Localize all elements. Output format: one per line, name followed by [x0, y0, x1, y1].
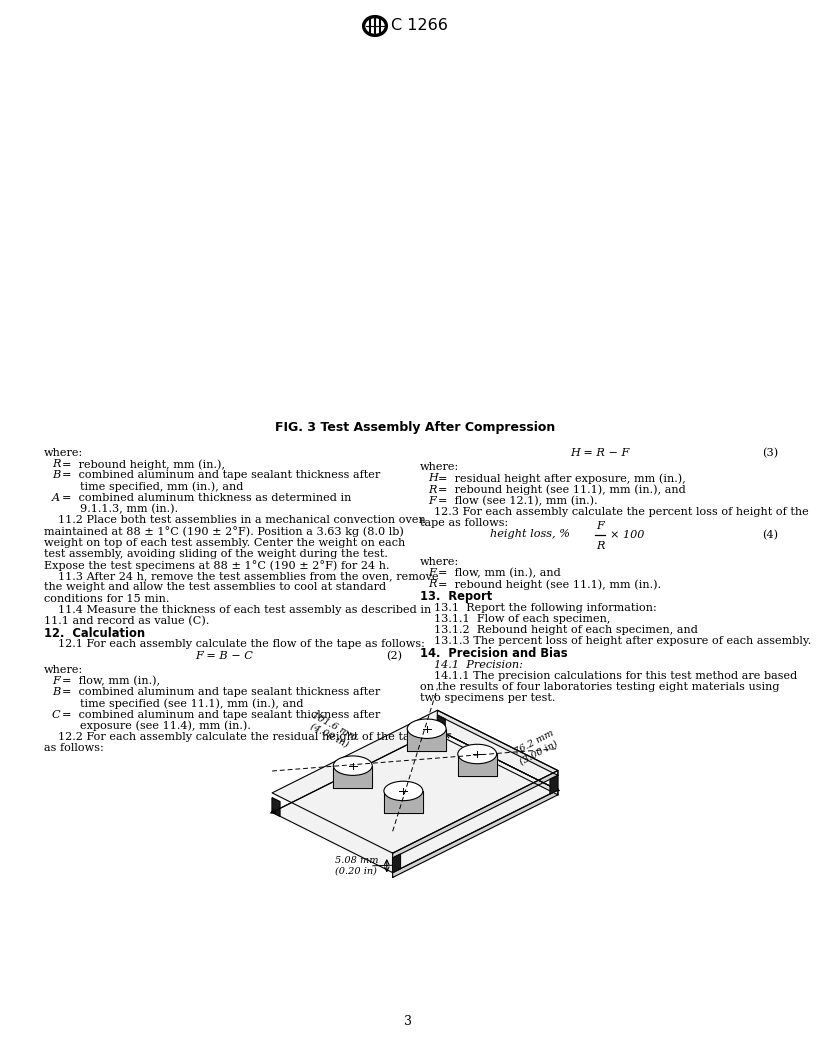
- Text: B: B: [52, 687, 60, 697]
- Text: time specified (see 11.1), mm (in.), and: time specified (see 11.1), mm (in.), and: [80, 698, 304, 709]
- Polygon shape: [384, 791, 423, 813]
- Text: =  residual height after exposure, mm (in.),: = residual height after exposure, mm (in…: [438, 473, 685, 484]
- Text: =  rebound height (see 11.1), mm (in.).: = rebound height (see 11.1), mm (in.).: [438, 579, 661, 589]
- Text: 12.2 For each assembly calculate the residual height of the tape: 12.2 For each assembly calculate the res…: [58, 732, 424, 742]
- Text: =  combined aluminum and tape sealant thickness after: = combined aluminum and tape sealant thi…: [62, 687, 380, 697]
- Text: 13.1  Report the following information:: 13.1 Report the following information:: [434, 603, 657, 612]
- Polygon shape: [392, 771, 558, 859]
- Text: C: C: [52, 710, 60, 719]
- Polygon shape: [458, 754, 497, 776]
- Text: on the results of four laboratories testing eight materials using: on the results of four laboratories test…: [420, 682, 779, 692]
- Text: R: R: [428, 485, 437, 494]
- Text: 9.1.1.3, mm (in.).: 9.1.1.3, mm (in.).: [80, 504, 178, 514]
- Ellipse shape: [366, 19, 384, 33]
- Text: where:: where:: [44, 665, 83, 675]
- Ellipse shape: [407, 719, 446, 738]
- Text: 14.1  Precision:: 14.1 Precision:: [434, 660, 523, 670]
- Text: =  rebound height, mm (in.),: = rebound height, mm (in.),: [62, 459, 225, 470]
- Polygon shape: [550, 775, 558, 794]
- Text: (4): (4): [762, 530, 778, 541]
- Text: 76.2 mm
(3.00 in): 76.2 mm (3.00 in): [512, 729, 561, 767]
- Text: A: A: [52, 493, 60, 503]
- Text: 11.3 After 24 h, remove the test assemblies from the oven, remove: 11.3 After 24 h, remove the test assembl…: [58, 571, 439, 581]
- Text: where:: where:: [44, 448, 83, 458]
- Text: =  combined aluminum thickness as determined in: = combined aluminum thickness as determi…: [62, 493, 352, 503]
- Text: 12.1 For each assembly calculate the flow of the tape as follows:: 12.1 For each assembly calculate the flo…: [58, 639, 425, 649]
- Ellipse shape: [334, 756, 372, 775]
- Text: Expose the test specimens at 88 ± 1°C (190 ± 2°F) for 24 h.: Expose the test specimens at 88 ± 1°C (1…: [44, 560, 389, 571]
- Text: R: R: [596, 541, 605, 550]
- Text: maintained at 88 ± 1°C (190 ± 2°F). Position a 3.63 kg (8.0 lb): maintained at 88 ± 1°C (190 ± 2°F). Posi…: [44, 526, 404, 538]
- Polygon shape: [437, 715, 446, 734]
- Text: R: R: [428, 579, 437, 589]
- Text: two specimens per test.: two specimens per test.: [420, 693, 556, 703]
- Text: =  flow (see 12.1), mm (in.).: = flow (see 12.1), mm (in.).: [438, 496, 597, 506]
- Text: 5.08 mm
(0.20 in): 5.08 mm (0.20 in): [335, 855, 379, 875]
- Text: 13.1.3 The percent loss of height after exposure of each assembly.: 13.1.3 The percent loss of height after …: [434, 636, 811, 646]
- Polygon shape: [272, 730, 558, 872]
- Ellipse shape: [364, 17, 386, 35]
- Text: H = R − F: H = R − F: [570, 448, 630, 458]
- Text: F = B − C: F = B − C: [195, 650, 253, 661]
- Text: =  combined aluminum and tape sealant thickness after: = combined aluminum and tape sealant thi…: [62, 710, 380, 719]
- Text: 11.1 and record as value (C).: 11.1 and record as value (C).: [44, 616, 210, 626]
- Text: 11.2 Place both test assemblies in a mechanical convection oven: 11.2 Place both test assemblies in a mec…: [58, 515, 426, 525]
- Polygon shape: [334, 766, 372, 788]
- Ellipse shape: [384, 781, 423, 800]
- Text: 14.  Precision and Bias: 14. Precision and Bias: [420, 647, 568, 660]
- Text: tape as follows:: tape as follows:: [420, 518, 508, 528]
- Ellipse shape: [458, 744, 497, 763]
- Text: 13.  Report: 13. Report: [420, 590, 492, 603]
- Polygon shape: [407, 729, 446, 751]
- Text: F: F: [428, 568, 436, 578]
- Text: 12.  Calculation: 12. Calculation: [44, 627, 145, 640]
- Text: height loss, %: height loss, %: [490, 529, 570, 540]
- Text: the weight and allow the test assemblies to cool at standard: the weight and allow the test assemblies…: [44, 583, 386, 592]
- Text: 3: 3: [404, 1015, 412, 1027]
- Text: 101.6 mm
(4.00 in): 101.6 mm (4.00 in): [305, 711, 358, 752]
- Text: 12.3 For each assembly calculate the percent loss of height of the: 12.3 For each assembly calculate the per…: [434, 507, 809, 517]
- Text: exposure (see 11.4), mm (in.).: exposure (see 11.4), mm (in.).: [80, 721, 251, 732]
- Text: F: F: [596, 522, 604, 531]
- Text: time specified, mm (in.), and: time specified, mm (in.), and: [80, 482, 243, 492]
- Text: weight on top of each test assembly. Center the weight on each: weight on top of each test assembly. Cen…: [44, 538, 406, 548]
- Polygon shape: [272, 797, 280, 816]
- Text: FIG. 3 Test Assembly After Compression: FIG. 3 Test Assembly After Compression: [275, 421, 555, 434]
- Text: F: F: [52, 676, 60, 686]
- Text: where:: where:: [420, 463, 459, 472]
- Text: (3): (3): [762, 448, 778, 458]
- Text: 13.1.2  Rebound height of each specimen, and: 13.1.2 Rebound height of each specimen, …: [434, 625, 698, 635]
- Text: conditions for 15 min.: conditions for 15 min.: [44, 593, 170, 604]
- Text: =  rebound height (see 11.1), mm (in.), and: = rebound height (see 11.1), mm (in.), a…: [438, 485, 685, 495]
- Text: as follows:: as follows:: [44, 743, 104, 753]
- Text: 14.1.1 The precision calculations for this test method are based: 14.1.1 The precision calculations for th…: [434, 671, 797, 681]
- Text: H: H: [428, 473, 437, 484]
- Polygon shape: [437, 711, 558, 775]
- Text: F: F: [428, 496, 436, 506]
- Polygon shape: [392, 790, 558, 878]
- Polygon shape: [272, 711, 558, 853]
- Text: where:: where:: [420, 557, 459, 567]
- Polygon shape: [392, 854, 401, 872]
- Text: =  flow, mm (in.),: = flow, mm (in.),: [62, 676, 160, 686]
- Text: =  combined aluminum and tape sealant thickness after: = combined aluminum and tape sealant thi…: [62, 470, 380, 480]
- Text: (2): (2): [386, 650, 402, 661]
- Polygon shape: [437, 730, 558, 795]
- Text: B: B: [52, 470, 60, 480]
- Text: 13.1.1  Flow of each specimen,: 13.1.1 Flow of each specimen,: [434, 614, 610, 624]
- Text: test assembly, avoiding sliding of the weight during the test.: test assembly, avoiding sliding of the w…: [44, 549, 388, 559]
- Text: 11.4 Measure the thickness of each test assembly as described in: 11.4 Measure the thickness of each test …: [58, 605, 431, 615]
- Text: =  flow, mm (in.), and: = flow, mm (in.), and: [438, 568, 561, 579]
- Text: × 100: × 100: [610, 530, 645, 540]
- Text: R: R: [52, 459, 60, 469]
- Text: C 1266: C 1266: [391, 19, 448, 34]
